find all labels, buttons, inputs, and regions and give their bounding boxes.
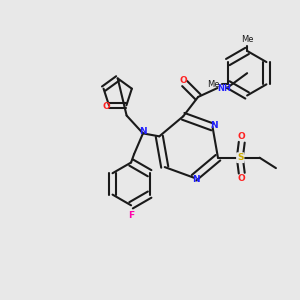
- Text: O: O: [238, 132, 246, 141]
- Text: N: N: [139, 128, 147, 136]
- Text: S: S: [237, 153, 244, 162]
- Text: N: N: [210, 121, 218, 130]
- Text: Me: Me: [241, 35, 253, 44]
- Text: O: O: [238, 174, 246, 183]
- Text: NH: NH: [217, 84, 231, 93]
- Text: Me: Me: [207, 80, 220, 89]
- Text: N: N: [192, 175, 200, 184]
- Text: F: F: [128, 211, 134, 220]
- Text: O: O: [102, 102, 110, 111]
- Text: O: O: [179, 76, 187, 85]
